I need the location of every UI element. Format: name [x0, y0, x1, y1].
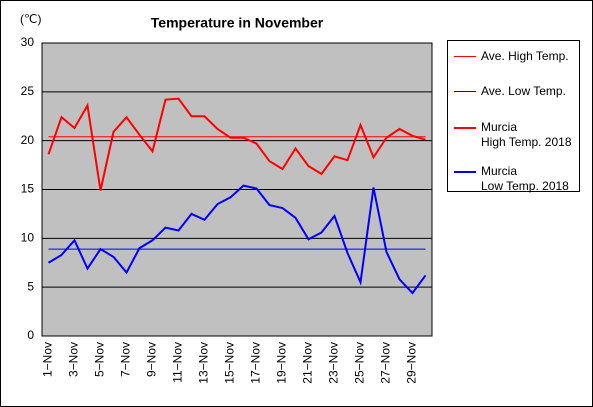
x-tick-label: 17−Nov — [249, 342, 263, 384]
y-tick-label: 0 — [27, 328, 34, 342]
x-tick-label: 19−Nov — [275, 342, 289, 384]
y-tick-label: 30 — [21, 35, 35, 49]
x-tick-label: 5−Nov — [93, 342, 107, 377]
x-tick-label: 15−Nov — [223, 342, 237, 384]
legend: Ave. High Temp. Ave. Low Temp. Murcia High… — [447, 40, 580, 193]
x-tick-label: 29−Nov — [405, 342, 419, 384]
chart-title: Temperature in November — [151, 15, 324, 31]
x-tick-label: 1−Nov — [41, 342, 55, 377]
legend-swatch — [454, 171, 476, 173]
legend-swatch — [454, 91, 476, 92]
x-tick-label: 9−Nov — [145, 342, 159, 377]
y-unit: (℃) — [20, 12, 41, 26]
legend-label: Murcia Low Temp. 2018 — [481, 164, 569, 193]
x-tick-label: 23−Nov — [327, 342, 341, 384]
legend-label: Murcia High Temp. 2018 — [481, 120, 572, 149]
x-tick-label: 11−Nov — [171, 342, 185, 383]
x-tick-label: 25−Nov — [353, 342, 367, 384]
legend-label: Ave. High Temp. — [481, 49, 569, 63]
y-tick-label: 15 — [21, 182, 35, 196]
legend-swatch — [454, 56, 476, 57]
series-line — [47, 97, 426, 191]
x-tick-label: 7−Nov — [119, 342, 133, 377]
y-tick-label: 20 — [21, 133, 35, 147]
x-tick-label: 21−Nov — [301, 342, 315, 384]
y-tick-label: 5 — [27, 279, 34, 293]
x-tick-label: 3−Nov — [67, 342, 81, 377]
legend-label: Ave. Low Temp. — [481, 84, 566, 98]
x-tick-label: 13−Nov — [197, 342, 211, 384]
series-line — [47, 184, 427, 295]
legend-swatch — [454, 127, 476, 129]
y-tick-label: 10 — [21, 231, 35, 245]
x-tick-label: 27−Nov — [379, 342, 393, 384]
y-tick-label: 25 — [21, 84, 35, 98]
